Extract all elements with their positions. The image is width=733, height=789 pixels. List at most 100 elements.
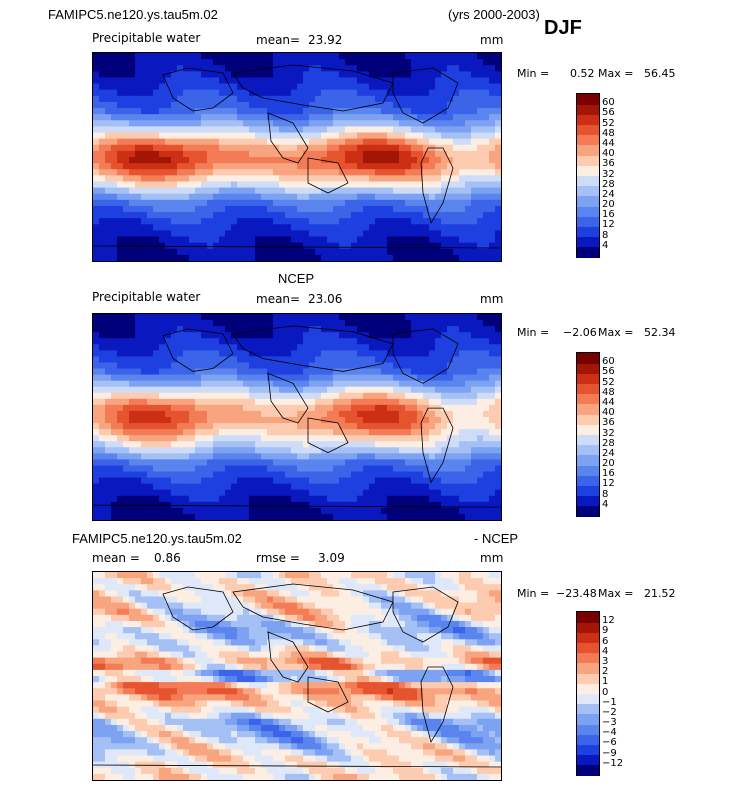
heatmap-cell xyxy=(333,138,340,146)
heatmap-cell xyxy=(201,489,208,497)
heatmap-cell xyxy=(489,108,496,115)
heatmap-cell xyxy=(177,332,184,339)
heatmap-cell xyxy=(363,187,370,195)
heatmap-cell xyxy=(171,71,178,79)
heatmap-cell xyxy=(129,584,136,591)
heatmap-cell xyxy=(465,483,472,491)
heatmap-cell xyxy=(123,89,130,97)
heatmap-cell xyxy=(219,218,226,225)
heatmap-cell xyxy=(117,314,124,321)
heatmap-cell xyxy=(237,77,244,85)
heatmap-cell xyxy=(453,435,460,442)
heatmap-cell xyxy=(453,314,460,321)
heatmap-cell xyxy=(219,144,226,152)
heatmap-cell xyxy=(207,590,214,598)
heatmap-cell xyxy=(243,248,250,256)
heatmap-cell xyxy=(123,59,130,66)
heatmap-cell xyxy=(249,404,256,412)
heatmap-cell xyxy=(165,65,172,72)
heatmap-cell xyxy=(387,453,394,461)
heatmap-cell xyxy=(237,120,244,128)
heatmap-cell xyxy=(261,254,268,262)
coastline xyxy=(162,328,234,372)
heatmap-cell xyxy=(477,398,484,406)
heatmap-cell xyxy=(435,224,442,232)
heatmap-cell xyxy=(459,89,466,97)
heatmap-cell xyxy=(405,95,412,103)
heatmap-cell xyxy=(225,212,232,219)
heatmap-cell xyxy=(333,453,340,461)
heatmap-cell xyxy=(159,386,166,394)
heatmap-cell xyxy=(447,163,454,170)
heatmap-cell xyxy=(465,453,472,461)
heatmap-cell xyxy=(483,120,490,128)
heatmap-cell xyxy=(351,404,358,412)
heatmap-cell xyxy=(441,199,448,207)
heatmap-cell xyxy=(381,199,388,207)
heatmap-cell xyxy=(489,441,496,448)
heatmap-cell xyxy=(495,398,502,406)
heatmap-cell xyxy=(405,132,412,140)
heatmap-cell xyxy=(279,326,286,333)
heatmap-cell xyxy=(447,374,454,382)
heatmap-cell xyxy=(243,501,250,509)
heatmap-cell xyxy=(279,163,286,170)
heatmap-cell xyxy=(291,489,298,497)
heatmap-cell xyxy=(483,101,490,109)
colorbar-swatch xyxy=(577,165,599,176)
heatmap-cell xyxy=(141,423,148,430)
heatmap-cell xyxy=(165,224,172,232)
heatmap-cell xyxy=(273,368,280,376)
heatmap-cell xyxy=(351,193,358,201)
heatmap-cell xyxy=(279,578,286,585)
heatmap-cell xyxy=(117,362,124,370)
heatmap-cell xyxy=(147,356,154,364)
heatmap-cell xyxy=(339,441,346,448)
heatmap-cell xyxy=(99,150,106,158)
heatmap-cell xyxy=(159,248,166,256)
heatmap-cell xyxy=(453,356,460,364)
heatmap-cell xyxy=(195,465,202,473)
heatmap-cell xyxy=(147,230,154,238)
heatmap-cell xyxy=(315,344,322,351)
heatmap-cell xyxy=(147,477,154,485)
heatmap-cell xyxy=(135,126,142,134)
heatmap-cell xyxy=(393,590,400,598)
heatmap-cell xyxy=(225,144,232,152)
heatmap-cell xyxy=(261,477,268,485)
heatmap-cell xyxy=(105,584,112,591)
heatmap-cell xyxy=(381,326,388,333)
heatmap-cell xyxy=(129,441,136,448)
heatmap-cell xyxy=(117,95,124,103)
heatmap-cell xyxy=(243,199,250,207)
heatmap-cell xyxy=(93,386,100,394)
heatmap-cell xyxy=(357,459,364,467)
heatmap-cell xyxy=(195,65,202,72)
heatmap-cell xyxy=(165,199,172,207)
heatmap-cell xyxy=(135,59,142,66)
heatmap-cell xyxy=(93,83,100,91)
heatmap-cell xyxy=(165,314,172,321)
heatmap-cell xyxy=(435,495,442,503)
heatmap-cell xyxy=(387,205,394,213)
heatmap-cell xyxy=(153,447,160,454)
heatmap-cell xyxy=(207,212,214,219)
heatmap-cell xyxy=(321,465,328,473)
heatmap-cell xyxy=(465,495,472,503)
heatmap-cell xyxy=(459,59,466,66)
heatmap-cell xyxy=(465,83,472,91)
heatmap-cell xyxy=(213,169,220,176)
heatmap-cell xyxy=(171,114,178,121)
heatmap-cell xyxy=(483,590,490,598)
heatmap-cell xyxy=(129,181,136,189)
heatmap-cell xyxy=(219,150,226,158)
heatmap-cell xyxy=(423,126,430,134)
heatmap-cell xyxy=(123,590,130,598)
heatmap-cell xyxy=(291,471,298,479)
heatmap-cell xyxy=(249,447,256,454)
heatmap-cell xyxy=(93,362,100,370)
heatmap-cell xyxy=(177,320,184,327)
heatmap-cell xyxy=(303,584,310,591)
heatmap-cell xyxy=(315,314,322,321)
heatmap-cell xyxy=(453,65,460,72)
